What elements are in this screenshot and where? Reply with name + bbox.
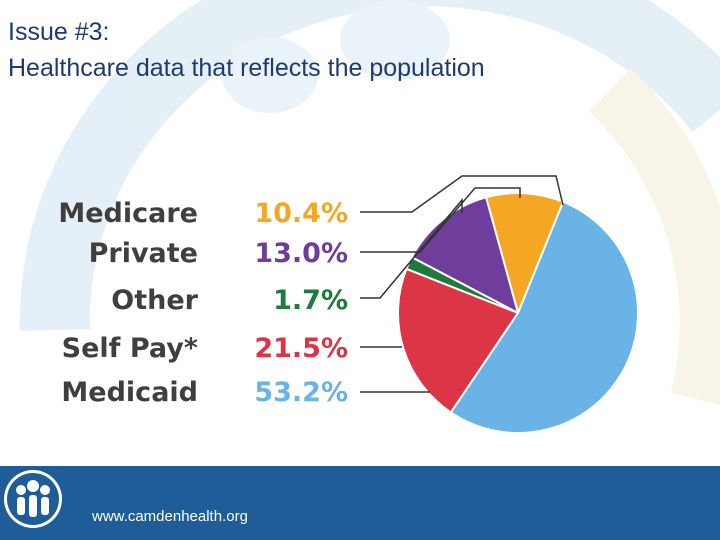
leader-line-other bbox=[360, 197, 463, 299]
watermark-arc bbox=[19, 0, 720, 331]
value-label-self-pay: 21.5% bbox=[254, 333, 348, 364]
value-label-private: 13.0% bbox=[254, 238, 348, 269]
pie-slice-medicaid bbox=[449, 200, 639, 434]
pie-slice-private bbox=[410, 196, 520, 315]
watermark-arc-gold bbox=[589, 68, 720, 406]
leader-line-medicare bbox=[360, 175, 564, 213]
category-label-other: Other bbox=[111, 285, 198, 316]
value-label-medicare: 10.4% bbox=[254, 198, 348, 229]
slide-title: Issue #3: bbox=[8, 18, 110, 46]
category-label-medicaid: Medicaid bbox=[61, 377, 198, 408]
leader-line-private bbox=[360, 187, 521, 253]
footer-bar bbox=[0, 466, 720, 540]
value-label-medicaid: 53.2% bbox=[254, 377, 348, 408]
category-label-medicare: Medicare bbox=[58, 198, 198, 229]
category-label-private: Private bbox=[88, 238, 198, 269]
footer-url: www.camdenhealth.org bbox=[92, 508, 248, 525]
value-label-other: 1.7% bbox=[273, 285, 348, 316]
category-label-self-pay: Self Pay* bbox=[61, 333, 198, 364]
watermark-head bbox=[222, 37, 318, 113]
pie-slices bbox=[397, 192, 639, 434]
slide-subtitle: Healthcare data that reflects the popula… bbox=[8, 54, 485, 82]
pie-slice-self-pay bbox=[397, 267, 520, 414]
watermark-head bbox=[340, 0, 450, 80]
camden-logo-icon bbox=[4, 470, 62, 528]
leader-lines bbox=[360, 175, 564, 393]
